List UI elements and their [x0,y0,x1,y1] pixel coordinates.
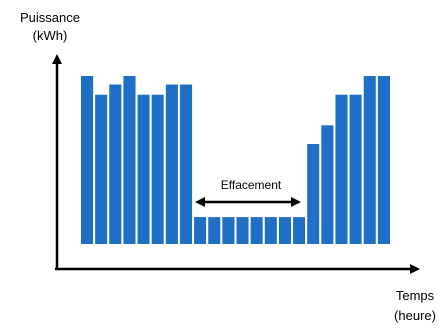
bar-7 [163,82,180,246]
bar-21 [361,74,378,246]
annotation-label: Effacement [221,178,282,192]
bar-5 [135,92,152,246]
bar-22 [375,74,392,246]
bar-6 [149,92,166,246]
bar-19 [333,92,350,246]
y-axis-label-line1: Puissance [20,10,80,25]
bar-9 [192,215,209,247]
bar-2 [93,92,110,246]
y-axis-label-line2: (kWh) [33,28,68,43]
bar-15 [276,215,294,247]
bar-18 [319,123,336,246]
bar-12 [234,215,251,247]
bar-13 [248,215,265,247]
x-axis-label-line1: Temps [396,288,435,303]
bar-1 [79,74,96,246]
bar-14 [262,215,279,247]
bar-8 [177,82,195,246]
bar-16 [291,215,308,247]
bar-4 [121,74,138,246]
bars-group [79,74,392,247]
bar-10 [206,215,223,247]
x-axis-label-line2: (heure) [394,308,436,323]
bar-11 [220,215,237,247]
bar-20 [347,92,364,246]
bar-17 [305,142,322,246]
bar-3 [107,82,124,246]
